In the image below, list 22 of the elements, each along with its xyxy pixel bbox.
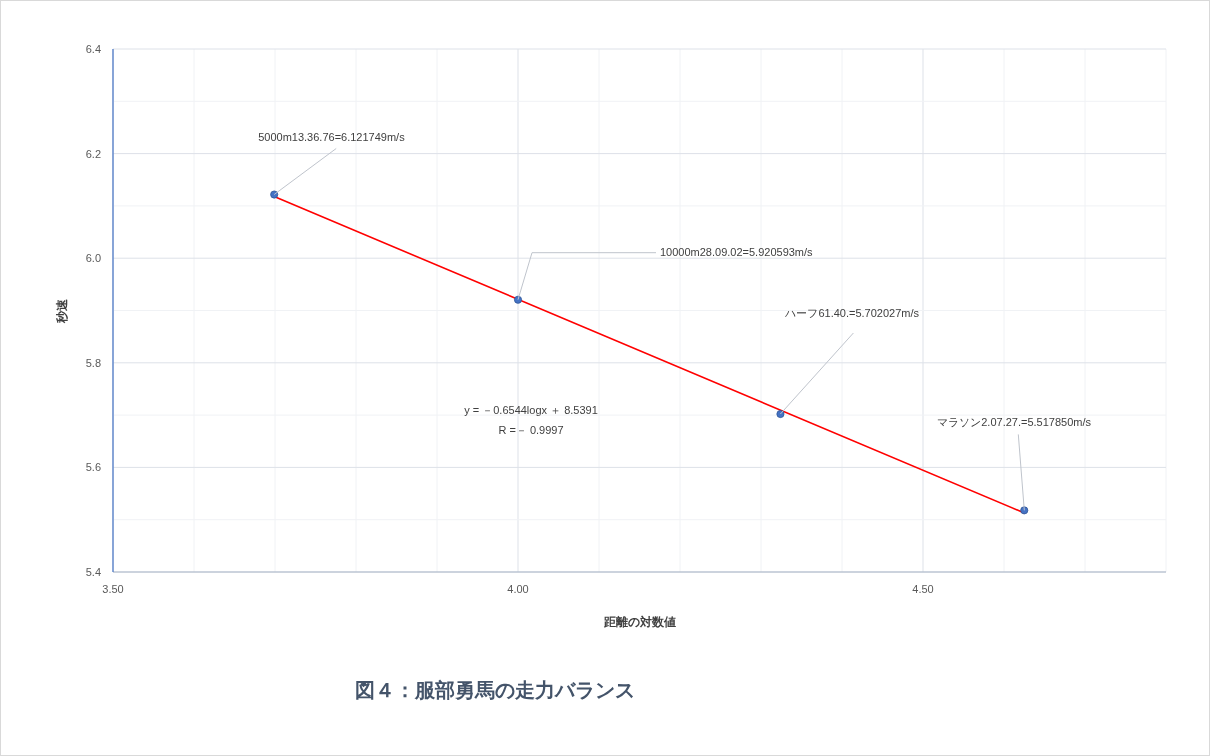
annotation: R =－ 0.9997 <box>498 424 564 436</box>
data-label: マラソン2.07.27.=5.517850m/s <box>937 416 1092 429</box>
y-tick-label: 6.0 <box>85 252 101 265</box>
annotation: y = －0.6544logx ＋ 8.5391 <box>464 404 598 416</box>
data-label: ハーフ61.40.=5.702027m/s <box>784 307 920 320</box>
data-label: ハーフ61.40.=5.702027m/s <box>779 307 920 415</box>
data-label: 5000m13.36.76=6.121749m/s <box>258 130 406 143</box>
y-axis-title: 秒速 <box>55 298 69 323</box>
y-tick-label: 5.8 <box>85 356 101 369</box>
data-label: 5000m13.36.76=6.121749m/s <box>258 130 405 195</box>
x-axis-title: 距離の対数値 <box>603 615 676 629</box>
y-tick-label: 5.4 <box>85 566 101 578</box>
x-tick-label: 4.50 <box>912 583 934 595</box>
y-tick-label: 5.6 <box>85 461 101 474</box>
x-tick-label: 3.50 <box>102 583 124 595</box>
title: 図４：服部勇馬の走力バランス <box>355 679 635 701</box>
y-tick-label: 6.4 <box>85 43 101 55</box>
data-label: 10000m28.09.02=5.920593m/s <box>517 245 813 301</box>
y-tick-label: 6.2 <box>85 147 101 160</box>
x-tick-label: 4.00 <box>507 583 529 595</box>
data-label: マラソン2.07.27.=5.517850m/s <box>937 416 1092 511</box>
data-label: 10000m28.09.02=5.920593m/s <box>660 245 814 258</box>
